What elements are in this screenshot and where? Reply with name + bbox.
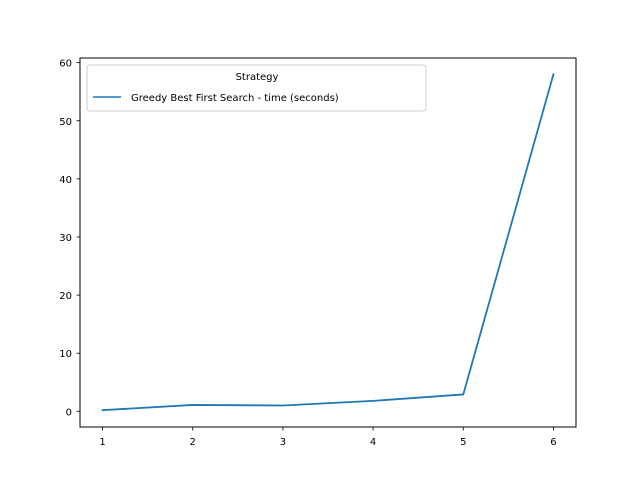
x-tick-label: 1 (99, 437, 105, 448)
y-tick-label: 40 (59, 175, 72, 186)
series-line-0 (101, 73, 555, 412)
y-tick-label: 10 (59, 349, 72, 360)
x-tick-label: 3 (280, 437, 286, 448)
x-tick-label: 4 (370, 437, 376, 448)
y-tick-label: 0 (66, 407, 72, 418)
x-tick-label: 5 (460, 437, 466, 448)
series-group (101, 73, 555, 412)
y-tick-label: 50 (59, 117, 72, 128)
axes-frame (79, 57, 577, 428)
y-tick-label: 30 (59, 233, 72, 244)
y-tick-label: 60 (59, 59, 72, 70)
legend-box (86, 64, 427, 112)
legend-entry-label: Greedy Best First Search - time (seconds… (131, 93, 339, 104)
x-tick-label: 6 (550, 437, 556, 448)
legend-title: Strategy (236, 72, 279, 83)
x-tick-label: 2 (190, 437, 196, 448)
y-tick-label: 20 (59, 291, 72, 302)
legend: Strategy Greedy Best First Search - time… (86, 64, 427, 112)
